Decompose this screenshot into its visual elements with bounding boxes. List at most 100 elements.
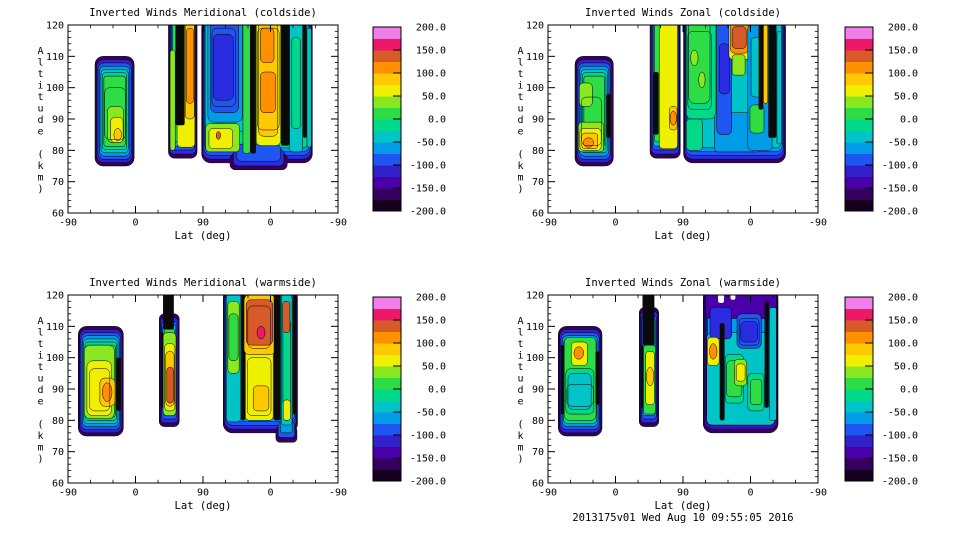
svg-text:80: 80 [532, 416, 544, 427]
contour-blobs [574, 25, 786, 167]
y-axis-ticks: 60 70 80 90 100 110 120 [46, 291, 338, 490]
svg-text:50.0: 50.0 [422, 362, 446, 373]
panel-title-meridional-warmside: Inverted Winds Meridional (warmside) [89, 277, 317, 289]
svg-text:0: 0 [612, 488, 618, 499]
svg-text:70: 70 [532, 447, 544, 458]
svg-text:200.0: 200.0 [416, 293, 446, 304]
svg-text:90: 90 [532, 385, 544, 396]
svg-text:-200.0: -200.0 [882, 207, 918, 218]
svg-text:0: 0 [612, 218, 618, 229]
svg-text:80: 80 [52, 416, 64, 427]
svg-text:0: 0 [132, 488, 138, 499]
contour-blobs [94, 25, 313, 171]
svg-text:-90: -90 [809, 218, 827, 229]
svg-text:120: 120 [526, 291, 544, 302]
svg-text:0: 0 [747, 488, 753, 499]
contour-plot-meridional-coldside: 60 70 80 90 100 110 120 -90 0 90 0 -90 [46, 21, 347, 229]
svg-text:-200.0: -200.0 [882, 477, 918, 488]
svg-text:80: 80 [52, 146, 64, 157]
x-axis-label-meridional-coldside: Lat (deg) [174, 230, 232, 242]
svg-text:-150.0: -150.0 [882, 454, 918, 465]
y-axis-label-meridional-coldside: Altitude (km) [35, 46, 46, 196]
contour-blobs [78, 295, 298, 443]
svg-text:70: 70 [532, 177, 544, 188]
svg-text:110: 110 [46, 52, 64, 63]
svg-text:200.0: 200.0 [888, 23, 918, 34]
svg-text:-90: -90 [329, 218, 347, 229]
svg-text:-50.0: -50.0 [888, 408, 918, 419]
svg-text:0: 0 [267, 488, 273, 499]
svg-text:50.0: 50.0 [894, 92, 918, 103]
y-axis-ticks: 60 70 80 90 100 110 120 [526, 291, 818, 490]
svg-text:-50.0: -50.0 [416, 138, 446, 149]
colorbar-zonal-warmside: 200.0 150.0 100.0 50.0 0.0 -50.0 -100.0 -150.0 -… [844, 293, 918, 488]
svg-text:-100.0: -100.0 [410, 161, 446, 172]
contour-blobs [558, 295, 779, 437]
svg-text:50.0: 50.0 [422, 92, 446, 103]
colorbar-bands [845, 297, 873, 482]
y-axis-label-meridional-warmside: Altitude (km) [35, 316, 46, 466]
svg-text:60: 60 [532, 209, 544, 220]
svg-text:110: 110 [526, 322, 544, 333]
y-axis-label-zonal-coldside: Altitude (km) [515, 46, 526, 196]
svg-text:-150.0: -150.0 [410, 184, 446, 195]
svg-text:-150.0: -150.0 [882, 184, 918, 195]
svg-text:-50.0: -50.0 [416, 408, 446, 419]
svg-text:110: 110 [526, 52, 544, 63]
svg-text:90: 90 [677, 488, 689, 499]
contour-plot-meridional-warmside: 60 70 80 90 100 110 120 -90 0 90 0 -90 [46, 291, 347, 499]
svg-text:110: 110 [46, 322, 64, 333]
x-axis-ticks: -90 0 90 0 -90 [59, 295, 347, 499]
colorbar-ticks: 200.0 150.0 100.0 50.0 0.0 -50.0 -100.0 -150.0 -… [865, 23, 918, 218]
svg-text:60: 60 [532, 479, 544, 490]
svg-text:-90: -90 [539, 218, 557, 229]
svg-text:90: 90 [197, 218, 209, 229]
svg-text:-90: -90 [59, 488, 77, 499]
svg-text:-90: -90 [329, 488, 347, 499]
panel-title-zonal-coldside: Inverted Winds Zonal (coldside) [585, 7, 781, 19]
timestamp-caption: 2013175v01 Wed Aug 10 09:55:05 2016 [572, 512, 794, 524]
colorbar-ticks: 200.0 150.0 100.0 50.0 0.0 -50.0 -100.0 -150.0 -… [393, 293, 446, 488]
svg-text:70: 70 [52, 177, 64, 188]
colorbar-bands [373, 27, 401, 212]
svg-text:-200.0: -200.0 [410, 207, 446, 218]
x-axis-ticks: -90 0 90 0 -90 [539, 25, 827, 229]
svg-text:-100.0: -100.0 [882, 431, 918, 442]
contour-plot-zonal-coldside: 60 70 80 90 100 110 120 -90 0 90 0 -90 [526, 21, 827, 229]
svg-text:90: 90 [52, 385, 64, 396]
colorbar-ticks: 200.0 150.0 100.0 50.0 0.0 -50.0 -100.0 -150.0 -… [393, 23, 446, 218]
panel-title-zonal-warmside: Inverted Winds Zonal (warmside) [585, 277, 781, 289]
svg-text:60: 60 [52, 209, 64, 220]
svg-text:60: 60 [52, 479, 64, 490]
colorbar-bands [845, 27, 873, 212]
svg-text:100.0: 100.0 [416, 339, 446, 350]
svg-text:0: 0 [267, 218, 273, 229]
y-axis-label-zonal-warmside: Altitude (km) [515, 316, 526, 466]
colorbar-bands [373, 297, 401, 482]
svg-text:90: 90 [52, 115, 64, 126]
svg-text:-90: -90 [539, 488, 557, 499]
svg-text:50.0: 50.0 [894, 362, 918, 373]
svg-text:100.0: 100.0 [888, 69, 918, 80]
y-axis-ticks: 60 70 80 90 100 110 120 [46, 21, 338, 220]
svg-text:200.0: 200.0 [416, 23, 446, 34]
svg-text:120: 120 [46, 21, 64, 32]
svg-text:-200.0: -200.0 [410, 477, 446, 488]
svg-text:100: 100 [46, 83, 64, 94]
colorbar-meridional-coldside: 200.0 150.0 100.0 50.0 0.0 -50.0 -100.0 -150.0 -… [372, 23, 446, 218]
svg-text:-50.0: -50.0 [888, 138, 918, 149]
svg-text:-90: -90 [59, 218, 77, 229]
svg-text:-100.0: -100.0 [882, 161, 918, 172]
svg-text:150.0: 150.0 [888, 46, 918, 57]
svg-text:90: 90 [532, 115, 544, 126]
svg-text:0: 0 [132, 218, 138, 229]
svg-text:70: 70 [52, 447, 64, 458]
x-axis-label-zonal-coldside: Lat (deg) [654, 230, 712, 242]
x-axis-ticks: -90 0 90 0 -90 [59, 25, 347, 229]
svg-text:90: 90 [677, 218, 689, 229]
contour-plot-zonal-warmside: 60 70 80 90 100 110 120 -90 0 90 0 -90 [526, 291, 827, 499]
x-axis-label-zonal-warmside: Lat (deg) [654, 500, 712, 512]
svg-text:100: 100 [46, 353, 64, 364]
svg-text:0.0: 0.0 [900, 385, 918, 396]
